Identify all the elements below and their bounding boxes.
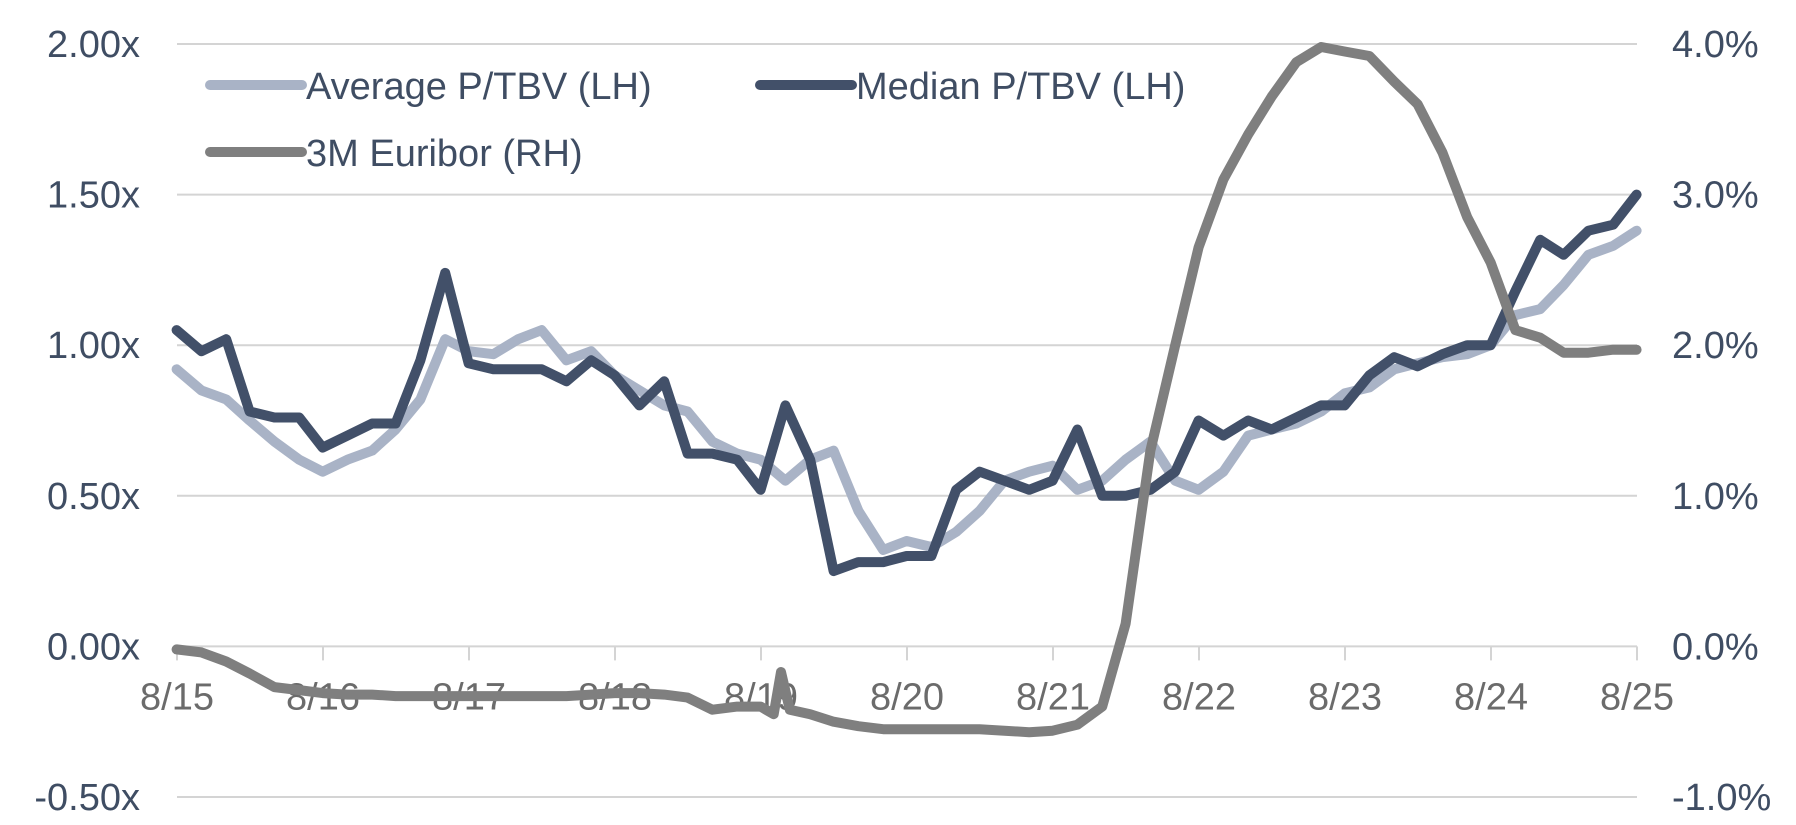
y-right-tick-label: -1.0% bbox=[1672, 777, 1771, 819]
series-average-ptbv bbox=[171, 225, 1642, 555]
x-tick-label: 8/21 bbox=[1016, 676, 1090, 718]
y-left-tick-label: -0.50x bbox=[34, 777, 140, 819]
legend-label-euribor: 3M Euribor (RH) bbox=[306, 133, 583, 175]
y-axis-left: -0.50x 0.00x 0.50x 1.00x 1.50x 2.00x bbox=[34, 24, 140, 819]
x-tick-label: 8/15 bbox=[140, 676, 214, 718]
legend-label-average: Average P/TBV (LH) bbox=[306, 66, 652, 108]
y-right-tick-label: 1.0% bbox=[1672, 476, 1759, 518]
y-left-tick-label: 2.00x bbox=[47, 24, 140, 66]
series-median-ptbv bbox=[171, 189, 1642, 577]
y-right-tick-label: 0.0% bbox=[1672, 626, 1759, 668]
x-tick-label: 8/22 bbox=[1162, 676, 1236, 718]
y-right-tick-label: 4.0% bbox=[1672, 24, 1759, 66]
y-right-tick-label: 2.0% bbox=[1672, 325, 1759, 367]
x-tick-label: 8/20 bbox=[870, 676, 944, 718]
y-right-tick-label: 3.0% bbox=[1672, 175, 1759, 217]
x-tick-label: 8/23 bbox=[1308, 676, 1382, 718]
legend: Average P/TBV (LH) Median P/TBV (LH) 3M … bbox=[205, 66, 1185, 175]
y-left-tick-label: 1.50x bbox=[47, 175, 140, 217]
y-left-tick-label: 1.00x bbox=[47, 325, 140, 367]
series-3m-euribor bbox=[171, 42, 1642, 738]
legend-label-median: Median P/TBV (LH) bbox=[856, 66, 1185, 108]
x-axis: 8/15 8/16 8/17 8/18 8/19 8/20 8/21 8/22 8/23 8/24… bbox=[140, 646, 1674, 718]
y-left-tick-label: 0.50x bbox=[47, 476, 140, 518]
y-axis-right: -1.0% 0.0% 1.0% 2.0% 3.0% 4.0% bbox=[1672, 24, 1771, 819]
x-tick-label: 8/24 bbox=[1454, 676, 1528, 718]
series-layer bbox=[171, 42, 1642, 738]
x-tick-label: 8/25 bbox=[1600, 676, 1674, 718]
y-left-tick-label: 0.00x bbox=[47, 626, 140, 668]
